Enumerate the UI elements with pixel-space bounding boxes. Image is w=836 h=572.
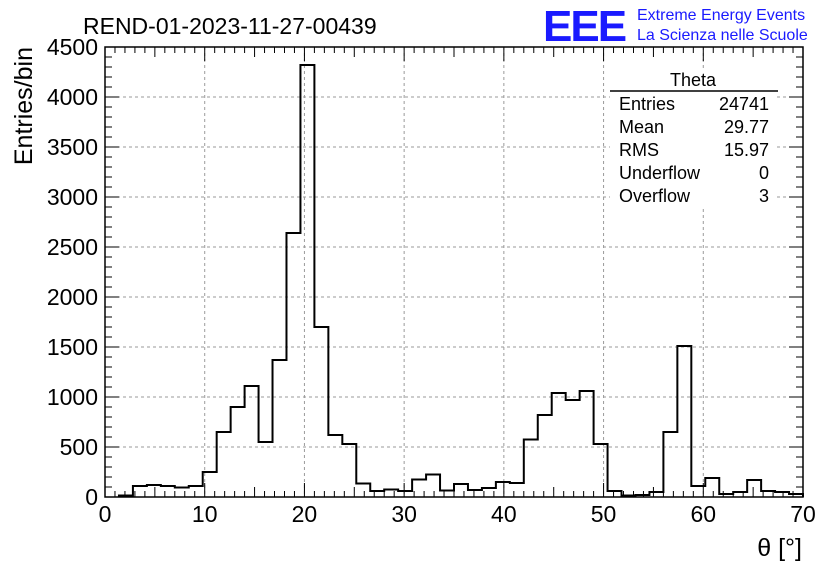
stats-label: Underflow (619, 163, 701, 183)
histogram-bin (454, 484, 468, 497)
histogram-bin (677, 346, 691, 497)
x-axis-label: θ [°] (757, 534, 802, 562)
y-axis-label: Entries/bin (10, 47, 38, 165)
x-tick-label: 10 (192, 501, 218, 527)
axis-ticks (104, 46, 804, 498)
stats-title: Theta (670, 70, 717, 90)
stats-value: 15.97 (724, 140, 769, 160)
histogram-bin (245, 386, 259, 497)
stats-label: RMS (619, 140, 659, 160)
y-tick-label: 3000 (47, 184, 98, 210)
histogram-bin (705, 478, 719, 497)
x-tick-label: 50 (591, 501, 617, 527)
histogram-bin (286, 233, 300, 497)
histogram-bin (552, 393, 566, 497)
x-tick-label: 30 (391, 501, 417, 527)
histogram-bin (747, 480, 761, 497)
x-tick-label: 40 (491, 501, 517, 527)
histogram-bin (538, 415, 552, 497)
histogram-line (117, 64, 804, 497)
histogram-bin (468, 490, 482, 497)
y-tick-label: 4500 (47, 34, 98, 60)
eee-logo-line1: Extreme Energy Events (637, 7, 805, 24)
histogram-bin (426, 475, 440, 498)
eee-logo-letters: EEE (543, 2, 626, 51)
histogram-bin (231, 407, 245, 497)
stats-box-bg (610, 69, 776, 207)
y-tick-label: 1000 (47, 384, 98, 410)
stats-value: 29.77 (724, 117, 769, 137)
histogram-bin (259, 442, 273, 497)
y-tick-label: 0 (85, 484, 98, 510)
histogram-bin (147, 485, 161, 497)
histogram-bin (524, 440, 538, 498)
histogram-bin (356, 484, 370, 498)
histogram-bin (663, 432, 677, 497)
stats-label: Mean (619, 117, 664, 137)
histogram-bin (189, 486, 203, 497)
stats-value: 3 (759, 186, 769, 206)
tick-labels: 0 10 20 30 40 50 60 700500100015002000250030003… (47, 34, 816, 527)
histogram-bin (273, 360, 287, 497)
x-tick-label: 0 (99, 501, 112, 527)
eee-logo: EEE Extreme Energy Events La Scienza nel… (543, 2, 808, 51)
y-tick-label: 2500 (47, 234, 98, 260)
x-tick-label: 20 (292, 501, 318, 527)
histogram-bin (175, 488, 189, 498)
histogram-bin (510, 483, 524, 497)
eee-logo-line2: La Scienza nelle Scuole (637, 27, 808, 44)
histogram-bin (496, 482, 510, 497)
stats-label: Entries (619, 94, 675, 114)
histogram-outline (117, 64, 804, 498)
histogram-bin (314, 327, 328, 497)
chart-title: REND-01-2023-11-27-00439 (83, 13, 377, 39)
y-tick-label: 2000 (47, 284, 98, 310)
histogram-bin (300, 65, 314, 497)
y-tick-label: 3500 (47, 134, 98, 160)
stats-value: 24741 (719, 94, 769, 114)
stats-value: 0 (759, 163, 769, 183)
histogram-bin (566, 400, 580, 497)
histogram-bin (161, 486, 175, 497)
histogram-bin (594, 444, 608, 497)
x-tick-label: 60 (690, 501, 716, 527)
histogram-bin (580, 391, 594, 497)
histogram-bin (217, 432, 231, 497)
y-tick-label: 4000 (47, 84, 98, 110)
stats-box: Theta Entries 24741 Mean 29.77 RMS 15.97 Under… (610, 69, 778, 207)
y-tick-label: 1500 (47, 334, 98, 360)
y-tick-label: 500 (60, 434, 98, 460)
x-tick-label: 70 (790, 501, 816, 527)
histogram-bin (328, 435, 342, 497)
histogram-bin (384, 490, 398, 498)
stats-label: Overflow (619, 186, 691, 206)
